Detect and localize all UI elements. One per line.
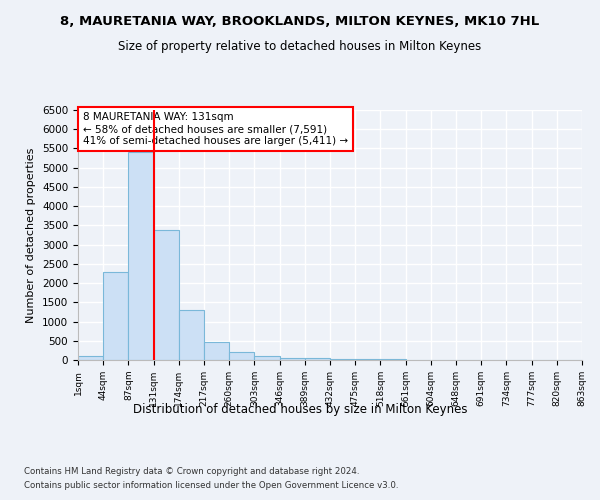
Text: 8, MAURETANIA WAY, BROOKLANDS, MILTON KEYNES, MK10 7HL: 8, MAURETANIA WAY, BROOKLANDS, MILTON KE… [61, 15, 539, 28]
Bar [78, 356, 103, 360]
Bar [103, 272, 128, 360]
Bar [280, 358, 305, 360]
Text: Contains public sector information licensed under the Open Government Licence v3: Contains public sector information licen… [24, 481, 398, 490]
Bar [254, 356, 280, 360]
Bar [355, 359, 380, 360]
Y-axis label: Number of detached properties: Number of detached properties [26, 148, 37, 322]
Bar [330, 359, 355, 360]
Bar [229, 352, 254, 360]
Bar [305, 358, 330, 360]
Bar [179, 310, 204, 360]
Text: Distribution of detached houses by size in Milton Keynes: Distribution of detached houses by size … [133, 402, 467, 415]
Text: Contains HM Land Registry data © Crown copyright and database right 2024.: Contains HM Land Registry data © Crown c… [24, 468, 359, 476]
Bar [204, 342, 229, 360]
Bar [128, 152, 154, 360]
Bar [154, 230, 179, 360]
Text: Size of property relative to detached houses in Milton Keynes: Size of property relative to detached ho… [118, 40, 482, 53]
Text: 8 MAURETANIA WAY: 131sqm
← 58% of detached houses are smaller (7,591)
41% of sem: 8 MAURETANIA WAY: 131sqm ← 58% of detach… [83, 112, 348, 146]
